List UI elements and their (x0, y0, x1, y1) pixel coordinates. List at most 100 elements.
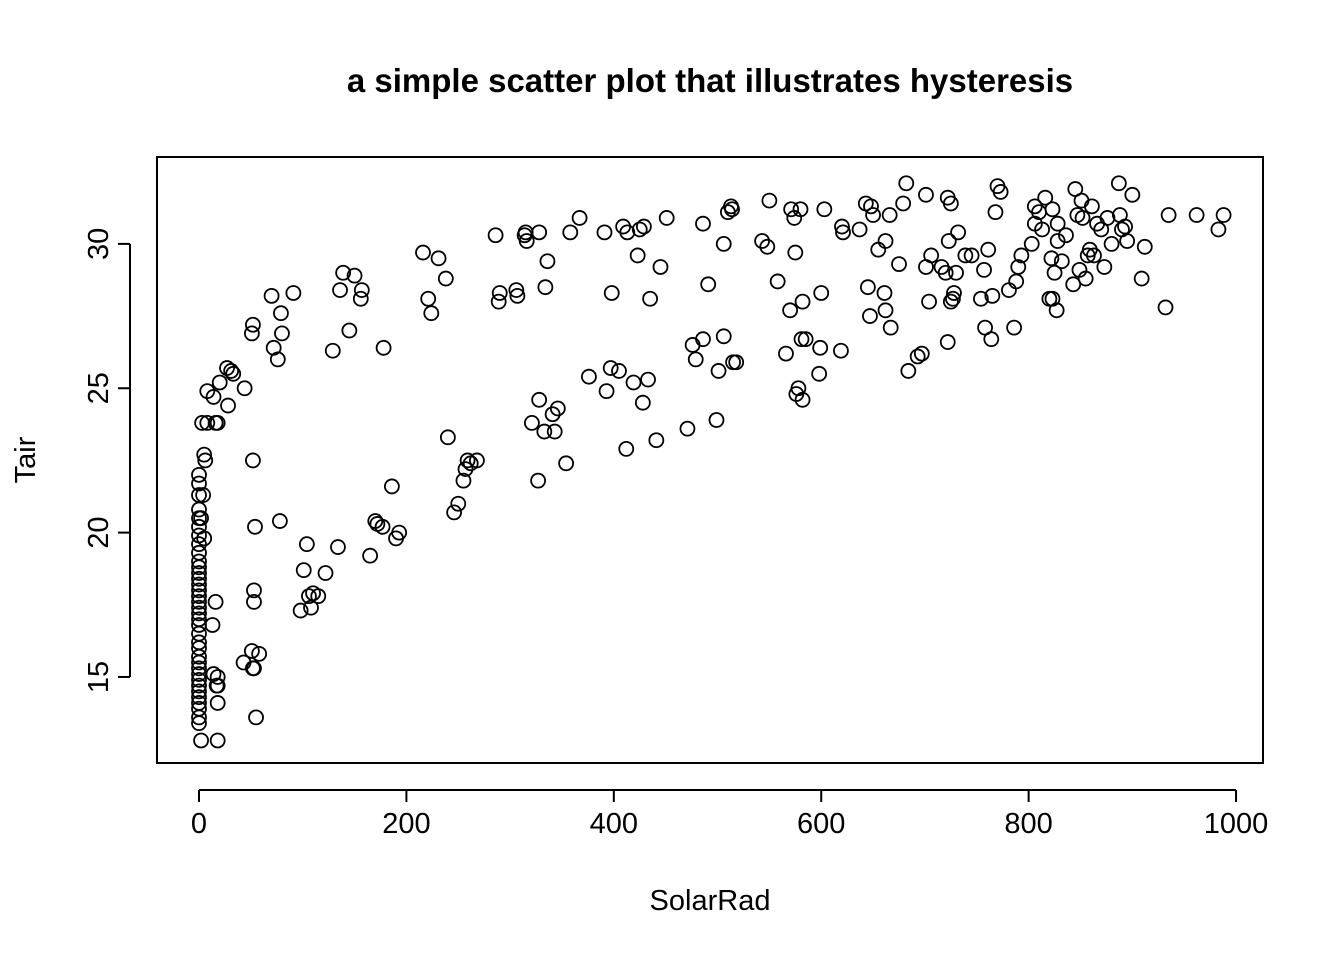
point (782, 302, 799, 319)
point (1065, 276, 1082, 293)
point (877, 302, 894, 319)
point (602, 360, 619, 376)
point (708, 412, 725, 428)
point (1124, 186, 1141, 203)
point (193, 510, 209, 527)
point (881, 207, 898, 223)
point (437, 270, 454, 287)
point (812, 339, 829, 356)
point (430, 250, 447, 267)
point (946, 285, 962, 301)
y-tick-label: 20 (83, 516, 115, 548)
point (700, 276, 717, 293)
point (625, 374, 642, 391)
point (1048, 302, 1065, 319)
point (271, 513, 288, 529)
point (695, 215, 711, 232)
point (598, 383, 615, 400)
point (1046, 264, 1063, 281)
x-axis-label: SolarRad (650, 885, 771, 917)
point (196, 446, 213, 463)
point (544, 406, 561, 423)
point (490, 293, 507, 310)
point (420, 290, 437, 307)
point (963, 247, 980, 264)
point (191, 671, 207, 688)
point (191, 700, 207, 717)
x-tick-label: 200 (382, 808, 430, 840)
point (491, 285, 508, 301)
point (898, 175, 915, 192)
point (1037, 189, 1054, 206)
x-tick-label: 0 (191, 808, 207, 840)
x-tick-label: 400 (590, 808, 638, 840)
point (209, 695, 226, 711)
x-tick-label: 600 (797, 808, 845, 840)
y-tick-label: 15 (83, 661, 115, 693)
point (794, 293, 811, 310)
point (761, 192, 778, 209)
point (942, 195, 959, 212)
point (195, 487, 212, 503)
point (199, 415, 216, 431)
point (353, 282, 370, 298)
point (191, 695, 207, 711)
point (1103, 236, 1120, 252)
point (335, 264, 352, 281)
point (549, 400, 566, 417)
point (362, 547, 379, 564)
point (191, 611, 207, 628)
point (191, 565, 207, 581)
point (530, 472, 547, 489)
point (945, 290, 961, 307)
point (618, 440, 635, 457)
point (207, 594, 224, 610)
point (921, 293, 937, 310)
point (508, 282, 525, 298)
point (558, 455, 575, 472)
point (247, 518, 263, 535)
point (695, 331, 711, 348)
point (193, 732, 209, 749)
point (987, 204, 1004, 221)
point (918, 259, 934, 275)
point (816, 201, 833, 218)
point (1077, 270, 1094, 287)
point (209, 415, 226, 431)
point (317, 565, 334, 581)
point (769, 273, 786, 290)
point (423, 305, 440, 322)
point (728, 354, 745, 371)
point (1058, 227, 1074, 244)
point (191, 683, 207, 700)
point (245, 316, 261, 333)
point (539, 253, 556, 270)
point (196, 530, 213, 547)
point (191, 677, 207, 694)
point (679, 420, 696, 437)
point (446, 504, 463, 521)
point (330, 539, 346, 555)
point (191, 466, 207, 483)
point (909, 348, 926, 365)
point (787, 244, 804, 261)
point (459, 452, 476, 469)
point (640, 371, 656, 388)
point (913, 345, 930, 362)
point (940, 233, 957, 249)
point (811, 365, 828, 382)
point (246, 594, 262, 610)
point (469, 452, 485, 469)
point (571, 210, 588, 226)
point (251, 645, 268, 662)
point (715, 236, 732, 252)
point (209, 669, 226, 685)
point (635, 218, 652, 235)
point (243, 325, 260, 342)
point (191, 599, 207, 616)
point (882, 319, 899, 336)
point (292, 602, 309, 619)
point (211, 374, 228, 391)
